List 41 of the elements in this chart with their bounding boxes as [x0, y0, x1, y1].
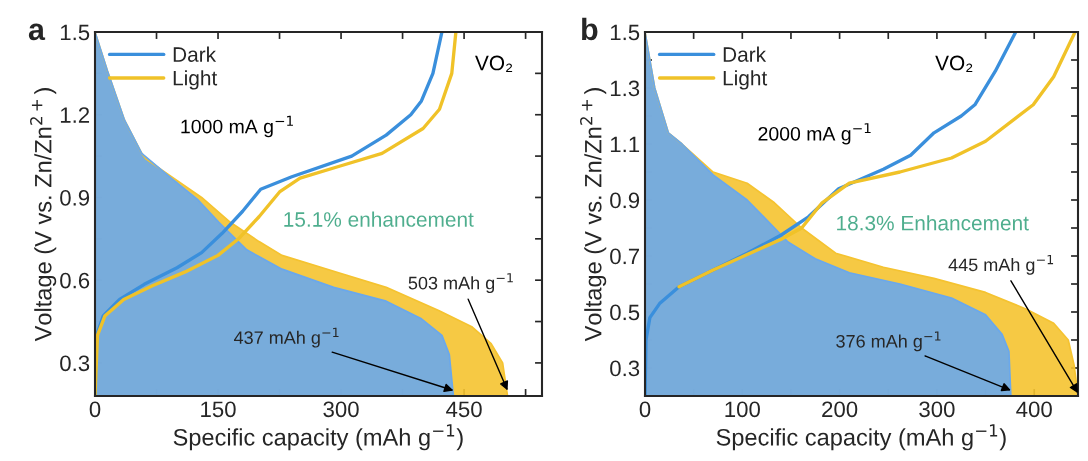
y-tick-label: 0.9 [610, 192, 640, 209]
y-tick-label: 1.3 [610, 80, 640, 97]
x-axis-title: Specific capacity (mAh g$^{−1}$) [173, 424, 463, 451]
annotation: 15.1% enhancement [284, 211, 474, 227]
annotation: 376 mAh g$^{−1}$ [836, 331, 941, 352]
chart-title: a [28, 23, 46, 41]
y-tick-label: 1.5 [60, 24, 90, 41]
annotation: 437 mAh g$^{−1}$ [233, 327, 339, 348]
annotation: VO₂ [475, 55, 513, 72]
legend-label: Light [173, 70, 218, 90]
y-tick-label: 0.3 [610, 360, 640, 377]
legend-label: Dark [723, 46, 767, 62]
legend-label: Dark [173, 46, 217, 62]
x-axis-title: Specific capacity (mAh g$^{−1}$) [716, 424, 1006, 451]
annotation: 2000 mA g$^{−1}$ [758, 123, 871, 145]
x-tick-label: 100 [725, 401, 760, 418]
x-tick-label: 300 [323, 401, 359, 418]
annotation: VO₂ [935, 55, 973, 72]
y-tick-label: 1.5 [610, 24, 640, 41]
y-axis-title: Voltage (V vs. Zn/Zn$^{2+}$) [30, 88, 57, 342]
y-tick-label: 1.1 [610, 136, 640, 153]
y-tick-label: 0.9 [60, 189, 90, 206]
y-tick-label: 1.2 [60, 107, 90, 123]
y-tick-label: 0.6 [60, 272, 90, 289]
x-tick-label: 0 [89, 401, 101, 418]
legend-label: Light [723, 70, 768, 90]
y-axis-title: Voltage (V vs. Zn/Zn$^{2+}$) [580, 88, 607, 342]
annotation: 445 mAh g$^{−1}$ [948, 254, 1054, 275]
x-tick-label: 400 [1016, 401, 1052, 418]
y-tick-label: 0.3 [60, 355, 90, 372]
y-tick-label: 0.5 [610, 304, 640, 321]
chart-title: b [582, 17, 598, 41]
x-tick-label: 200 [822, 401, 858, 418]
x-tick-label: 150 [201, 401, 236, 418]
x-tick-label: 300 [919, 401, 955, 418]
x-tick-label: 450 [446, 401, 482, 418]
x-tick-label: 0 [639, 401, 651, 418]
y-tick-label: 0.7 [610, 248, 640, 265]
annotation: 1000 mA g$^{−1}$ [181, 115, 293, 138]
annotation: 18.3% Enhancement [837, 215, 1029, 231]
annotation: 503 mAh g$^{−1}$ [408, 273, 513, 294]
